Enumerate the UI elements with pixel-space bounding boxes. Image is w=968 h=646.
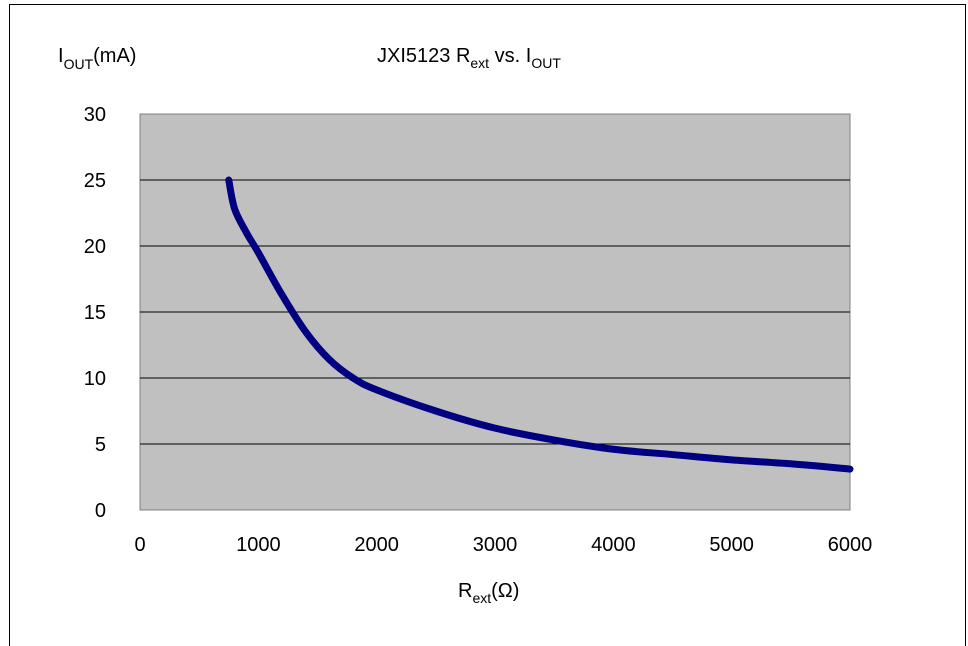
x-tick-label: 3000 xyxy=(473,534,518,556)
y-axis-label-sub: OUT xyxy=(64,56,94,72)
chart-title-sub1: ext xyxy=(470,55,489,71)
x-axis-label-unit: (Ω) xyxy=(491,580,519,602)
x-tick-label: 1000 xyxy=(236,534,281,556)
y-tick-labels: 0 5 10 15 20 25 30 xyxy=(84,104,106,522)
x-tick-label: 0 xyxy=(134,534,145,556)
x-tick-label: 6000 xyxy=(828,534,873,556)
y-tick-label: 5 xyxy=(95,434,106,456)
y-tick-label: 20 xyxy=(84,236,106,258)
x-tick-label: 5000 xyxy=(709,534,754,556)
x-axis-label-main: R xyxy=(458,580,472,602)
chart-title: JXI5123 Rext vs. IOUT xyxy=(377,45,561,71)
y-axis-label-unit: (mA) xyxy=(93,45,136,67)
y-tick-label: 25 xyxy=(84,170,106,192)
y-axis-label: IOUT(mA) xyxy=(58,45,136,72)
x-tick-label: 2000 xyxy=(354,534,399,556)
x-tick-label: 4000 xyxy=(591,534,636,556)
y-tick-label: 30 xyxy=(84,104,106,126)
y-tick-label: 0 xyxy=(95,500,106,522)
y-tick-label: 15 xyxy=(84,302,106,324)
x-axis-label: Rext(Ω) xyxy=(458,580,519,606)
chart-title-main: JXI5123 R xyxy=(377,45,470,67)
chart-frame xyxy=(9,4,966,646)
series-line xyxy=(225,176,854,473)
y-axis-label-main: I xyxy=(58,45,64,67)
x-axis-label-sub: ext xyxy=(472,590,491,606)
chart-title-sub2: OUT xyxy=(531,55,561,71)
x-tick-labels: 0 1000 2000 3000 4000 5000 6000 xyxy=(134,534,872,556)
chart-title-mid: vs. I xyxy=(489,45,531,67)
y-tick-label: 10 xyxy=(84,368,106,390)
